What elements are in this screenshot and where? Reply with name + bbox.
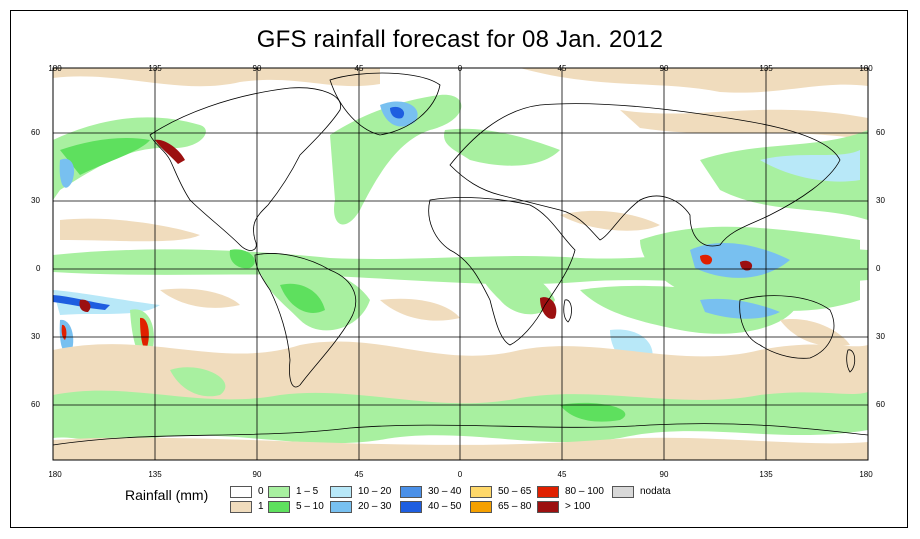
legend-swatch [230, 501, 252, 513]
lon-tick-bottom: 45 [354, 470, 364, 479]
lon-tick-top: 90 [252, 64, 262, 73]
lon-tick-top: 180 [859, 64, 873, 73]
lat-tick-left: 30 [31, 332, 40, 341]
legend-label: 40 – 50 [428, 501, 462, 512]
legend-swatch [537, 486, 559, 498]
rainfall-field [53, 68, 868, 460]
legend-label: 20 – 30 [358, 501, 392, 512]
lat-tick-right: 60 [876, 128, 885, 137]
legend-swatch [230, 486, 252, 498]
lon-tick-top: 180 [48, 64, 62, 73]
legend-swatch [330, 486, 352, 498]
legend-swatch [400, 486, 422, 498]
lon-tick-bottom: 135 [759, 470, 773, 479]
lon-tick-bottom: 135 [148, 470, 162, 479]
lat-tick-left: 0 [36, 264, 41, 273]
legend-label: 65 – 80 [498, 501, 532, 512]
map-title: GFS rainfall forecast for 08 Jan. 2012 [256, 26, 664, 53]
lon-tick-top: 0 [457, 64, 463, 73]
coastlines [53, 72, 868, 446]
lon-tick-bottom: 45 [557, 470, 567, 479]
legend-label: nodata [640, 486, 671, 497]
figure-frame [10, 10, 908, 528]
legend-swatch [612, 486, 634, 498]
legend-swatch [268, 501, 290, 513]
legend-swatch [470, 486, 492, 498]
lon-tick-bottom: 180 [859, 470, 873, 479]
legend-label: 30 – 40 [428, 486, 462, 497]
lat-tick-right: 60 [876, 400, 885, 409]
lon-tick-top: 90 [659, 64, 669, 73]
legend-swatch [268, 486, 290, 498]
legend-swatch [330, 501, 352, 513]
lat-tick-left: 60 [31, 400, 40, 409]
legend-swatch [537, 501, 559, 513]
graticule [53, 68, 868, 460]
lon-tick-bottom: 90 [659, 470, 669, 479]
map-border [52, 67, 869, 461]
legend-label: > 100 [565, 501, 591, 512]
legend-title: Rainfall (mm) [125, 487, 209, 503]
legend-swatch [470, 501, 492, 513]
lon-tick-bottom: 180 [48, 470, 62, 479]
lon-tick-top: 135 [148, 64, 162, 73]
lon-tick-top: 135 [759, 64, 773, 73]
lat-tick-right: 0 [876, 264, 881, 273]
legend-swatch [400, 501, 422, 513]
lat-tick-right: 30 [876, 332, 885, 341]
lon-tick-bottom: 90 [252, 470, 262, 479]
legend-label: 80 – 100 [565, 486, 604, 497]
legend-label: 1 – 5 [296, 486, 319, 497]
lat-tick-left: 60 [31, 128, 40, 137]
legend-label: 5 – 10 [296, 501, 324, 512]
lat-tick-left: 30 [31, 196, 40, 205]
lon-tick-bottom: 0 [457, 470, 463, 479]
legend-label: 10 – 20 [358, 486, 392, 497]
lat-tick-right: 30 [876, 196, 885, 205]
legend-label: 1 [258, 501, 264, 512]
lon-tick-top: 45 [354, 64, 364, 73]
lon-tick-top: 45 [557, 64, 567, 73]
legend-label: 0 [258, 486, 264, 497]
legend-label: 50 – 65 [498, 486, 532, 497]
